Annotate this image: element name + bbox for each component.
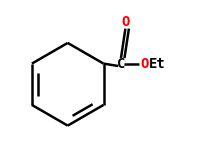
Text: O: O [122, 15, 130, 29]
Text: O: O [141, 57, 149, 71]
Text: Et: Et [149, 57, 166, 71]
Text: C: C [117, 57, 125, 71]
